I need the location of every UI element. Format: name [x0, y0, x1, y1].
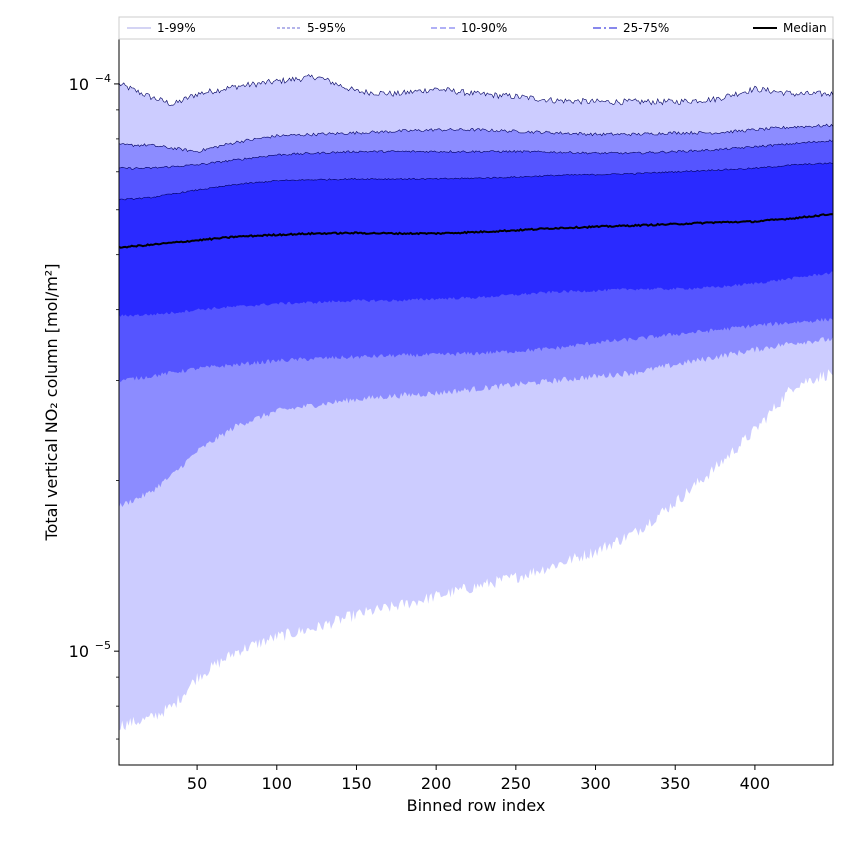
legend-label: 1-99% [157, 21, 196, 35]
legend-label: 25-75% [623, 21, 669, 35]
band-edge-1-99% [118, 74, 834, 106]
x-tick-label: 100 [262, 774, 293, 793]
x-axis: 50 100 150 200 250 300 350 400 [187, 765, 770, 793]
legend-label: Median [783, 21, 827, 35]
y-tick-label: 10 [69, 642, 89, 661]
band-25-75% [119, 162, 833, 317]
y-axis-title: Total vertical NO₂ column [mol/m²] [42, 264, 61, 542]
x-tick-label: 250 [501, 774, 532, 793]
median-layer [118, 213, 834, 249]
x-tick-label: 50 [187, 774, 207, 793]
x-axis-title: Binned row index [407, 796, 546, 815]
band-edge-25-75% [118, 162, 834, 201]
y-tick-exponent: −5 [95, 639, 111, 652]
x-tick-label: 350 [660, 774, 691, 793]
x-tick-label: 300 [580, 774, 611, 793]
y-axis: 10 −5 10 −4 [69, 72, 119, 740]
legend-frame [118, 16, 834, 40]
y-tick-exponent: −4 [95, 72, 111, 85]
band-edge-5-95% [118, 123, 834, 153]
x-tick-label: 150 [341, 774, 372, 793]
x-tick-label: 200 [421, 774, 452, 793]
legend-label: 10-90% [461, 21, 507, 35]
legend: 1-99% 5-95% 10-90% 25-75% Median [118, 16, 834, 40]
median-line [118, 213, 834, 249]
legend-label: 5-95% [307, 21, 346, 35]
percentile-bands [118, 74, 834, 731]
x-tick-label: 400 [740, 774, 771, 793]
y-tick-label: 10 [69, 75, 89, 94]
band-edge-10-90% [118, 139, 834, 170]
